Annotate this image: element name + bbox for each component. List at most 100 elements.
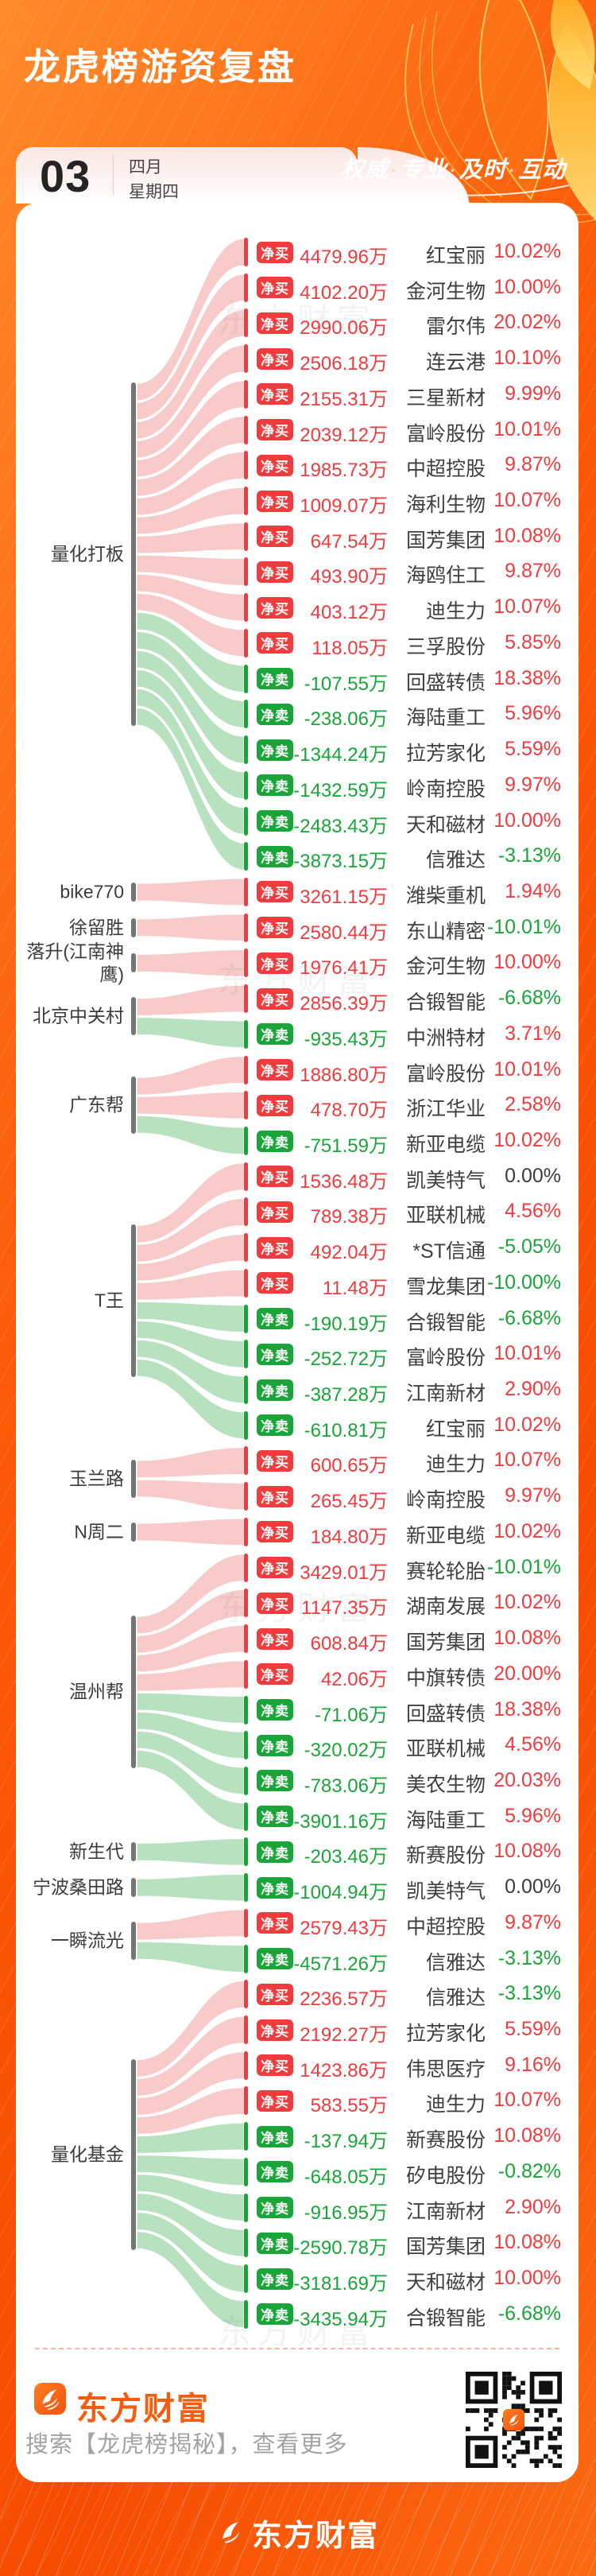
stock-name: 金河生物 bbox=[405, 956, 486, 979]
change-pct: 10.01% bbox=[493, 417, 561, 440]
net-badge: 净卖 bbox=[257, 1948, 293, 1970]
slogan-dot: · bbox=[450, 161, 457, 181]
net-tick bbox=[244, 1268, 248, 1298]
net-badge: 净卖 bbox=[257, 1734, 293, 1756]
net-badge: 净买 bbox=[257, 419, 293, 441]
flow-ribbon bbox=[136, 2192, 245, 2257]
net-tick bbox=[244, 842, 248, 871]
change-pct: -3.13% bbox=[497, 1982, 561, 2005]
net-amount: 11.48万 bbox=[322, 1277, 388, 1299]
net-tick bbox=[244, 1304, 248, 1333]
stock-name: 中旗转债 bbox=[405, 1666, 486, 1690]
net-tick bbox=[244, 664, 248, 693]
petal-gold-corner bbox=[551, 0, 595, 89]
net-amount: 608.84万 bbox=[310, 1633, 388, 1655]
net-tick bbox=[244, 557, 248, 587]
net-badge: 净卖 bbox=[257, 1130, 293, 1152]
net-tick bbox=[244, 522, 248, 551]
group-label: 北京中关村 bbox=[33, 1006, 124, 1027]
net-tick bbox=[244, 1659, 248, 1689]
net-amount: 1423.86万 bbox=[300, 2059, 388, 2081]
flow-ribbon bbox=[136, 984, 245, 1017]
change-pct: 18.38% bbox=[493, 666, 561, 689]
flow-ribbon bbox=[136, 1837, 245, 1867]
stock-name: 信雅达 bbox=[425, 1987, 486, 2010]
stock-name: 国芳集团 bbox=[405, 529, 486, 552]
net-tick bbox=[244, 379, 248, 409]
stock-name: 拉芳家化 bbox=[405, 2023, 486, 2045]
net-tick bbox=[244, 2264, 248, 2294]
net-tick bbox=[244, 1873, 248, 1903]
net-badge: 净买 bbox=[257, 241, 293, 263]
net-tick bbox=[244, 1233, 248, 1263]
net-amount: 2580.44万 bbox=[300, 921, 388, 944]
net-tick bbox=[244, 700, 248, 729]
stock-name: 浙江华业 bbox=[405, 1098, 486, 1121]
net-badge: 净卖 bbox=[257, 2303, 293, 2326]
change-pct: 10.07% bbox=[493, 489, 561, 512]
net-amount: -3901.16万 bbox=[293, 1810, 388, 1833]
stock-name: 东山精密 bbox=[405, 920, 486, 943]
change-pct: 9.87% bbox=[505, 560, 561, 583]
flow-ribbon bbox=[136, 1479, 245, 1511]
change-pct: 3.71% bbox=[505, 1022, 561, 1045]
qr-center-logo bbox=[503, 2409, 524, 2431]
flow-ribbon bbox=[136, 1909, 245, 1941]
net-amount: 3261.15万 bbox=[300, 886, 388, 908]
change-pct: -10.00% bbox=[486, 1271, 561, 1294]
source-bar bbox=[131, 997, 136, 1036]
net-tick bbox=[244, 1695, 248, 1724]
net-tick bbox=[244, 2157, 248, 2186]
stock-name: 雪龙集团 bbox=[405, 1275, 486, 1298]
net-tick bbox=[244, 1162, 248, 1191]
net-amount: 1976.41万 bbox=[300, 957, 388, 980]
net-amount: -1004.94万 bbox=[293, 1882, 388, 1904]
net-badge: 净买 bbox=[257, 1201, 293, 1223]
net-amount: -1344.24万 bbox=[293, 744, 388, 766]
flow-ribbon bbox=[136, 592, 245, 658]
stock-name: 合锻智能 bbox=[405, 991, 486, 1014]
net-tick bbox=[244, 1091, 248, 1120]
change-pct: -6.68% bbox=[497, 987, 561, 1010]
group-label: 广东帮 bbox=[69, 1094, 124, 1115]
stock-name: 亚联机械 bbox=[405, 1205, 486, 1228]
petal-outline bbox=[478, 0, 549, 200]
net-tick bbox=[244, 984, 248, 1014]
net-tick bbox=[244, 451, 248, 480]
change-pct: 10.02% bbox=[493, 1519, 561, 1542]
net-tick bbox=[244, 2299, 248, 2329]
net-badge: 净卖 bbox=[257, 1308, 293, 1330]
group-label: N周二 bbox=[74, 1521, 124, 1542]
change-pct: 9.97% bbox=[505, 773, 561, 796]
flow-ribbon bbox=[136, 1115, 245, 1155]
change-pct: 5.59% bbox=[505, 2018, 561, 2040]
net-amount: -203.46万 bbox=[304, 1846, 388, 1868]
change-pct: 10.08% bbox=[493, 1840, 561, 1863]
net-badge: 净卖 bbox=[257, 1806, 293, 1828]
net-amount: 4102.20万 bbox=[300, 281, 388, 304]
flow-ribbon bbox=[136, 669, 245, 800]
change-pct: 10.08% bbox=[493, 2124, 561, 2147]
net-amount: -1432.59万 bbox=[293, 779, 388, 801]
group-label: 徐留胜 bbox=[69, 917, 124, 938]
change-pct: 9.97% bbox=[505, 1484, 561, 1507]
change-pct: 5.96% bbox=[505, 702, 561, 725]
bottom-brand-bar: 东方财富 bbox=[0, 2504, 596, 2560]
net-badge: 净买 bbox=[257, 1521, 293, 1543]
change-pct: 20.00% bbox=[493, 1662, 561, 1685]
stock-name: 海鸥住工 bbox=[405, 564, 486, 588]
group-label: 玉兰路 bbox=[69, 1468, 124, 1489]
net-badge: 净卖 bbox=[257, 845, 293, 867]
change-pct: 0.00% bbox=[505, 1876, 561, 1899]
flow-ribbon bbox=[136, 914, 245, 942]
net-amount: 1985.73万 bbox=[300, 460, 388, 482]
flow-ribbon bbox=[136, 1730, 245, 1795]
net-amount: -71.06万 bbox=[314, 1704, 388, 1726]
flow-ribbon bbox=[136, 949, 245, 978]
stock-name: 赛轮轮胎 bbox=[405, 1560, 486, 1583]
net-tick bbox=[244, 1837, 248, 1867]
net-amount: -4571.26万 bbox=[293, 1953, 388, 1975]
flow-ribbon bbox=[136, 611, 245, 693]
source-bar bbox=[131, 382, 136, 727]
net-badge: 净买 bbox=[257, 1449, 293, 1472]
